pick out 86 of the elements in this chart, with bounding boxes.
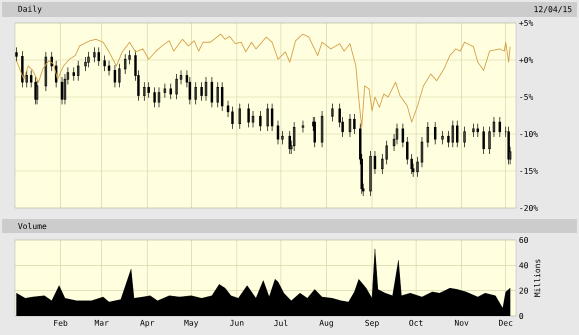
candlestick <box>369 150 372 196</box>
candlestick <box>259 110 262 132</box>
candlestick <box>128 50 131 65</box>
candlestick <box>87 52 90 68</box>
candlestick <box>30 70 32 88</box>
candlestick <box>252 110 254 128</box>
candlestick <box>452 120 454 148</box>
chart-title: Daily <box>18 6 42 14</box>
candlestick <box>331 103 334 122</box>
y-tick-label: +5% <box>519 20 534 26</box>
line-series <box>16 34 511 128</box>
x-tick-label: May <box>184 320 198 328</box>
candlestick <box>472 123 475 138</box>
x-tick-label: Dec <box>499 320 512 326</box>
candlestick <box>348 114 352 138</box>
candlestick <box>247 103 250 128</box>
y-tick-label: +0% <box>519 56 534 64</box>
candlestick <box>194 82 197 105</box>
candlestick <box>26 70 28 88</box>
candlestick <box>108 60 110 76</box>
y-tick-label: 40 <box>519 262 528 268</box>
candlestick <box>60 76 64 105</box>
candlestick <box>103 55 106 72</box>
candlestick <box>434 122 436 145</box>
candlestick <box>114 64 116 88</box>
y-tick-label: 20 <box>519 288 528 294</box>
y-tick-label: -10% <box>520 130 538 138</box>
candlestick <box>381 154 384 174</box>
candlestick <box>281 130 284 145</box>
x-tick-label: Feb <box>54 320 68 326</box>
candlestick <box>426 122 430 148</box>
y-tick-label: 0 <box>519 312 524 320</box>
candlestick <box>180 70 182 85</box>
candlestick <box>476 123 480 138</box>
x-tick-label: Aug <box>319 320 333 328</box>
x-tick-label: Apr <box>140 320 154 328</box>
candlestick <box>456 120 458 148</box>
y-axis-title: Millions <box>534 260 540 297</box>
candlestick <box>353 114 356 134</box>
candlestick <box>441 130 444 145</box>
candlestick <box>164 83 166 98</box>
candlestick <box>302 120 304 133</box>
candlestick <box>93 47 96 63</box>
chart-title: Volume <box>18 222 46 230</box>
candlestick <box>270 103 274 132</box>
candlestick <box>276 120 280 145</box>
candlestick <box>153 87 156 108</box>
candlestick <box>320 110 324 148</box>
candlestick <box>406 136 409 165</box>
candlestick <box>238 103 242 130</box>
y-tick-label: -5% <box>520 94 534 100</box>
candlestick <box>216 82 219 108</box>
y-tick-label: -15% <box>520 168 538 174</box>
x-tick-label: Oct <box>409 320 423 326</box>
candlestick <box>385 140 388 165</box>
candlestick <box>118 63 121 88</box>
x-tick-label: Jun <box>230 320 244 326</box>
candlestick <box>76 60 80 82</box>
candlestick <box>200 82 203 102</box>
x-tick-label: Sep <box>365 320 379 328</box>
candlestick <box>220 82 224 112</box>
candlestick <box>124 54 126 74</box>
candlestick <box>482 126 485 154</box>
x-tick-label: Mar <box>94 320 109 326</box>
candlestick <box>98 47 100 66</box>
x-tick-label: Jul <box>274 320 288 326</box>
candlestick <box>175 74 178 100</box>
candlestick <box>292 122 296 152</box>
candlestick <box>170 83 172 100</box>
candlestick <box>410 154 413 174</box>
candlestick <box>143 82 146 102</box>
candlestick <box>147 82 150 98</box>
x-tick-label: Nov <box>454 320 468 326</box>
candlestick <box>463 126 466 148</box>
candlestick <box>210 76 214 108</box>
candlestick <box>72 67 76 82</box>
candlestick <box>266 103 269 132</box>
candlestick <box>50 52 53 72</box>
text: 12/04/15 <box>534 6 572 13</box>
candlestick <box>447 130 450 148</box>
candlestick <box>158 87 160 108</box>
y-tick-label: -20% <box>520 204 538 212</box>
candlestick <box>15 47 18 62</box>
candlestick <box>498 116 502 138</box>
y-tick-label: 60 <box>519 236 528 244</box>
candlestick <box>402 123 404 148</box>
